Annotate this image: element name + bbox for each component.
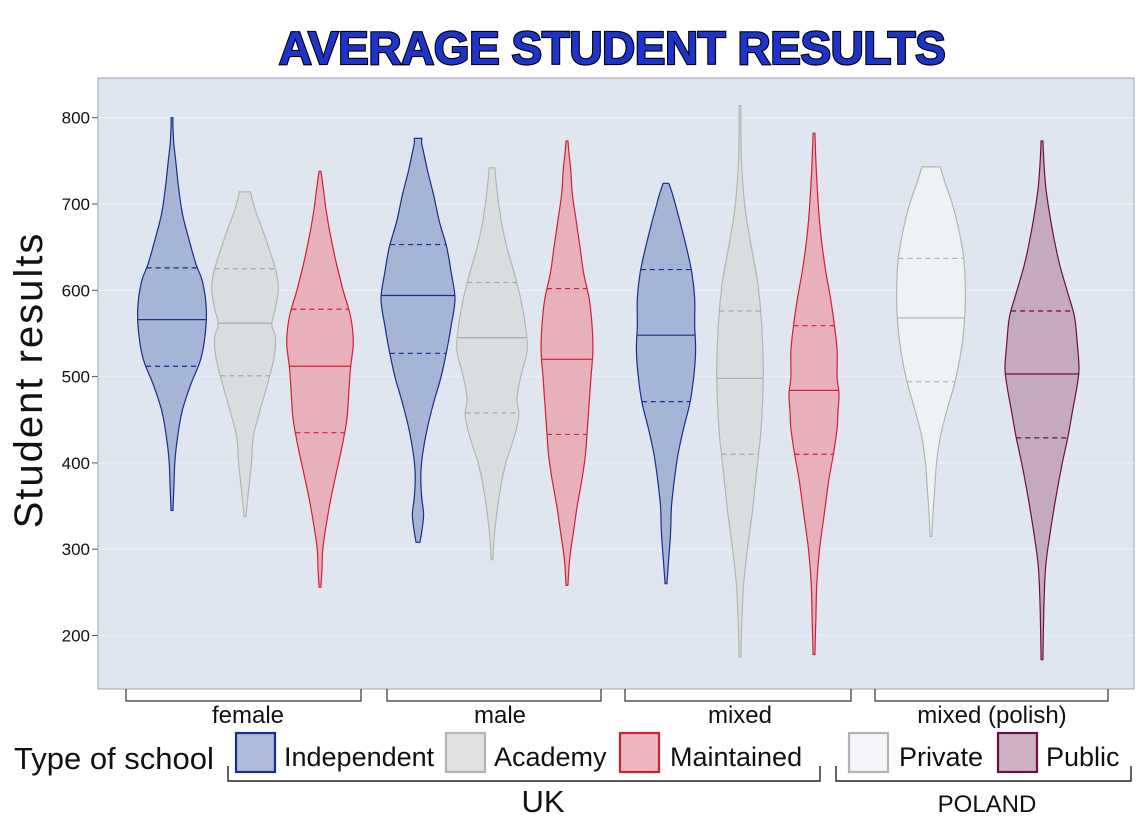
legend: Independent Academy Maintained Private Publi… xyxy=(227,731,1132,819)
x-axis-groups: female male mixed mixed (polish) xyxy=(125,689,1109,729)
violin-maintained-female xyxy=(286,170,354,588)
country-bracket xyxy=(835,766,1132,782)
y-tick-label: 800 xyxy=(62,109,90,128)
group-label-male: male xyxy=(474,702,526,729)
violin-body xyxy=(286,170,354,588)
violin-body xyxy=(895,166,967,537)
group-bracket xyxy=(125,689,362,702)
violin-body xyxy=(788,132,840,656)
violin-body xyxy=(380,137,456,543)
violin-academy-female xyxy=(211,191,279,517)
group-label-mixed-polish-: mixed (polish) xyxy=(917,702,1066,729)
legend-label-maintained: Maintained xyxy=(670,742,802,772)
country-bracket xyxy=(227,766,821,782)
legend-swatch-private xyxy=(847,731,890,774)
violin-body xyxy=(635,182,697,585)
group-label-female: female xyxy=(212,702,284,729)
chart-title: AVERAGE STUDENT RESULTS xyxy=(279,22,946,74)
y-tick-label: 300 xyxy=(62,540,90,559)
violin-public-mixed-polish- xyxy=(1004,140,1080,661)
y-axis: 200 300 400 500 600 700 800 xyxy=(62,109,98,645)
y-tick-label: 200 xyxy=(62,626,90,645)
violin-body xyxy=(1004,140,1080,661)
country-label-poland: POLAND xyxy=(938,791,1037,818)
legend-label-independent: Independent xyxy=(284,742,435,772)
y-tick-label: 700 xyxy=(62,195,90,214)
legend-swatch-maintained xyxy=(618,731,661,774)
violin-academy-mixed xyxy=(716,105,764,658)
legend-swatch-public xyxy=(996,731,1039,774)
legend-swatch-academy xyxy=(444,731,487,774)
violin-body xyxy=(716,105,764,658)
y-tick-label: 600 xyxy=(62,281,90,300)
legend-label-academy: Academy xyxy=(494,742,607,772)
violin-independent-female xyxy=(137,117,207,511)
group-bracket xyxy=(874,689,1109,702)
legend-label-public: Public xyxy=(1046,742,1120,772)
violin-private-mixed-polish- xyxy=(895,166,967,537)
y-tick-label: 400 xyxy=(62,454,90,473)
country-label-uk: UK xyxy=(521,784,564,819)
plot-area xyxy=(97,77,1135,690)
violin-body xyxy=(456,167,528,561)
violin-maintained-male xyxy=(540,140,594,586)
legend-swatch-independent xyxy=(234,731,277,774)
violins xyxy=(137,105,1080,661)
violin-academy-male xyxy=(456,167,528,561)
violin-body xyxy=(540,140,594,586)
violin-maintained-mixed xyxy=(788,132,840,656)
violin-independent-male xyxy=(380,137,456,543)
violin-body xyxy=(137,117,207,511)
group-label-mixed: mixed xyxy=(708,702,772,729)
violin-body xyxy=(211,191,279,517)
group-bracket xyxy=(624,689,852,702)
group-bracket xyxy=(386,689,602,702)
y-tick-label: 500 xyxy=(62,368,90,387)
violin-independent-mixed xyxy=(635,182,697,585)
y-axis-label: Student results xyxy=(7,232,51,529)
legend-title: Type of school xyxy=(14,741,214,776)
legend-label-private: Private xyxy=(899,742,983,772)
